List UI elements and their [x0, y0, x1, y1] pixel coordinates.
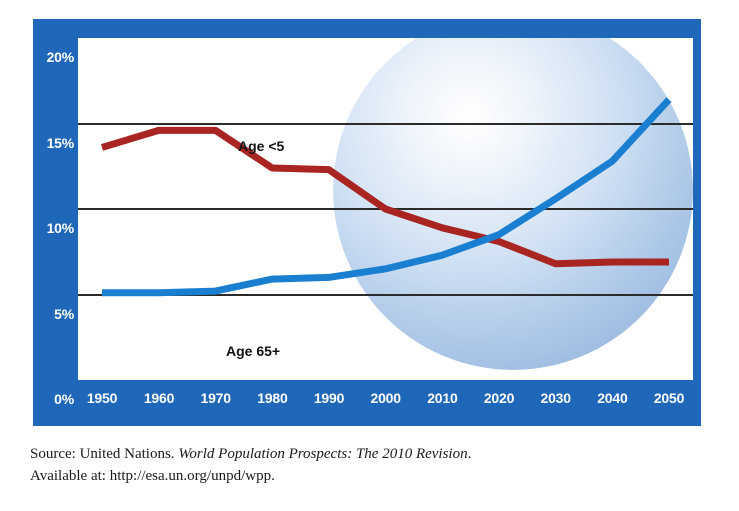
x-tick-label: 2050 [653, 390, 685, 406]
y-tick-label: 0% [54, 391, 74, 407]
x-tick-label: 1980 [257, 390, 288, 406]
source-suffix: . [467, 446, 472, 462]
x-tick-label: 1990 [313, 390, 345, 406]
x-tick-label: 2030 [540, 390, 572, 406]
y-tick-label: 5% [54, 305, 74, 322]
x-tick-label: 2040 [597, 390, 628, 406]
x-tick-label: 2000 [370, 390, 402, 406]
source-title: World Population Prospects: The 2010 Rev… [178, 446, 468, 462]
x-tick-label: 2010 [427, 390, 458, 406]
series-line-age-65-plus [102, 97, 672, 297]
x-axis: 1950 1960 1970 1980 1990 2000 2010 2020 … [78, 380, 693, 426]
gridline-15 [78, 122, 693, 125]
source-caption: Source: United Nations. World Population… [30, 444, 720, 488]
series-line-age-under-5 [100, 126, 669, 268]
x-tick-label: 1960 [143, 390, 175, 406]
source-prefix: Source: United Nations. [30, 446, 179, 462]
y-tick-label: 15% [46, 134, 75, 151]
y-axis: 20% 15% 10% 5% 0% [33, 19, 78, 426]
series-label-age-65-plus: Age 65+ [226, 343, 281, 359]
series-lines [100, 97, 672, 297]
chart-panel: 20% 15% 10% 5% 0% [33, 19, 701, 426]
plot-area: Age <5 Age 65+ [78, 38, 693, 380]
x-tick-label: 2020 [483, 390, 515, 406]
y-tick-label: 20% [46, 49, 75, 65]
y-tick-label: 10% [46, 220, 75, 236]
x-tick-label: 1970 [200, 390, 232, 406]
gridline-5 [78, 293, 693, 296]
source-line-1: Source: United Nations. World Population… [30, 444, 720, 466]
x-tick-label: 1950 [86, 390, 118, 406]
series-label-age-under-5: Age <5 [238, 138, 285, 154]
source-line-2: Available at: http://esa.un.org/unpd/wpp… [30, 467, 275, 484]
